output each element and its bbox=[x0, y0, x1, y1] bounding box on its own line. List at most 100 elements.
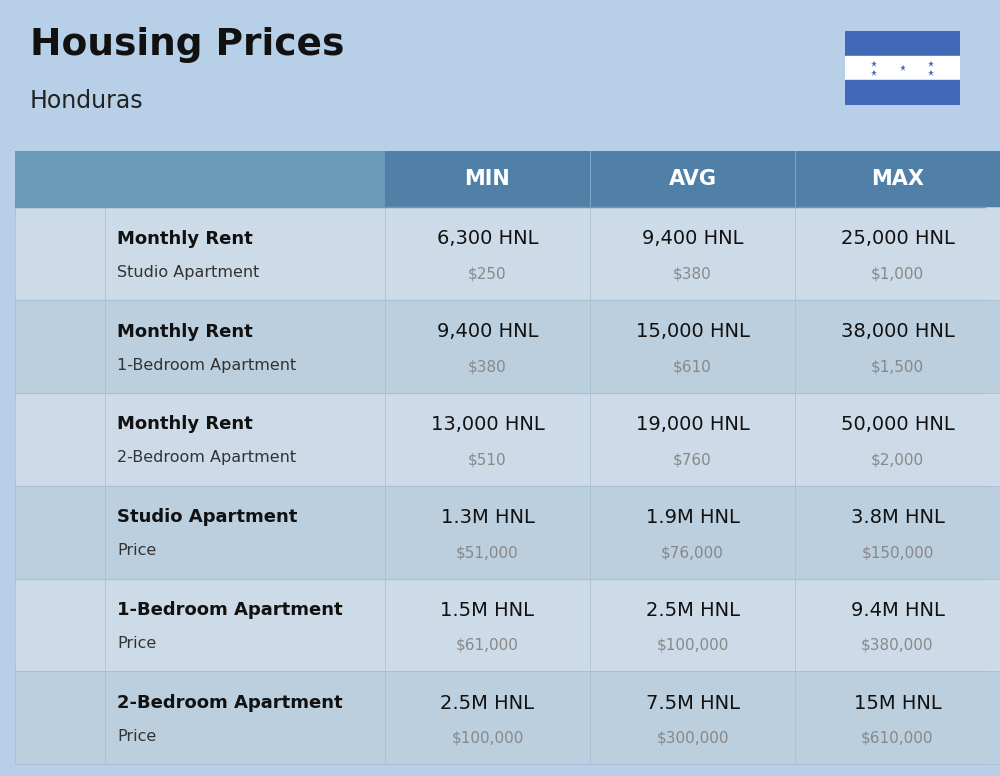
Text: 7.5M HNL: 7.5M HNL bbox=[646, 694, 740, 712]
Text: Honduras: Honduras bbox=[30, 89, 144, 113]
Polygon shape bbox=[50, 701, 70, 711]
Bar bbox=[28, 716, 92, 719]
Text: Monthly Rent: Monthly Rent bbox=[117, 230, 253, 248]
Bar bbox=[53, 361, 63, 371]
Circle shape bbox=[40, 462, 50, 472]
Text: MIN: MIN bbox=[465, 169, 510, 189]
Bar bbox=[80, 267, 88, 274]
Bar bbox=[72, 324, 82, 334]
Text: 9.4M HNL: 9.4M HNL bbox=[851, 601, 944, 620]
Bar bbox=[87, 646, 90, 656]
Bar bbox=[34, 324, 44, 334]
Bar bbox=[26, 283, 94, 288]
Bar bbox=[34, 457, 46, 468]
Bar bbox=[29, 367, 32, 377]
Bar bbox=[72, 341, 82, 352]
Bar bbox=[34, 603, 44, 613]
Bar bbox=[54, 546, 62, 553]
Text: $1,000: $1,000 bbox=[871, 266, 924, 282]
Bar bbox=[31, 513, 39, 520]
Bar bbox=[42, 546, 50, 553]
Bar bbox=[26, 223, 68, 281]
Bar bbox=[70, 255, 77, 262]
Bar bbox=[54, 267, 62, 274]
Text: 38,000 HNL: 38,000 HNL bbox=[841, 322, 954, 341]
Bar bbox=[31, 245, 39, 252]
Bar bbox=[80, 245, 88, 252]
Bar bbox=[42, 513, 50, 520]
Polygon shape bbox=[50, 422, 70, 432]
Bar bbox=[31, 716, 89, 747]
Bar bbox=[31, 438, 89, 468]
Bar bbox=[26, 501, 68, 559]
Text: Studio Apartment: Studio Apartment bbox=[117, 508, 297, 526]
Bar bbox=[26, 746, 94, 752]
Bar bbox=[67, 244, 94, 281]
Bar bbox=[29, 355, 91, 356]
Bar bbox=[53, 341, 63, 352]
Text: Price: Price bbox=[117, 543, 156, 558]
Text: 13,000 HNL: 13,000 HNL bbox=[431, 415, 544, 434]
Circle shape bbox=[63, 462, 73, 472]
Bar bbox=[80, 546, 88, 553]
Bar bbox=[70, 524, 77, 531]
Bar bbox=[29, 596, 91, 653]
Text: $250: $250 bbox=[468, 266, 507, 282]
Bar bbox=[845, 56, 960, 80]
Bar bbox=[80, 524, 88, 531]
Bar bbox=[26, 467, 94, 473]
Bar bbox=[845, 80, 960, 105]
Bar bbox=[80, 255, 88, 262]
Bar bbox=[31, 524, 39, 531]
Text: 50,000 HNL: 50,000 HNL bbox=[841, 415, 954, 434]
Text: Studio Apartment: Studio Apartment bbox=[117, 265, 259, 279]
Bar bbox=[54, 245, 62, 252]
Bar bbox=[34, 620, 44, 631]
Text: $610,000: $610,000 bbox=[861, 731, 934, 746]
Bar bbox=[80, 534, 88, 540]
Bar bbox=[42, 234, 50, 241]
Bar bbox=[34, 721, 46, 733]
Text: MAX: MAX bbox=[871, 169, 924, 189]
Text: $300,000: $300,000 bbox=[656, 731, 729, 746]
Bar bbox=[74, 736, 86, 747]
Bar bbox=[67, 522, 94, 559]
Polygon shape bbox=[29, 409, 91, 438]
Text: Monthly Rent: Monthly Rent bbox=[117, 415, 253, 434]
Bar bbox=[29, 317, 91, 375]
Bar bbox=[54, 426, 66, 432]
Text: $760: $760 bbox=[673, 452, 712, 467]
Bar bbox=[72, 361, 82, 371]
Text: 9,400 HNL: 9,400 HNL bbox=[437, 322, 538, 341]
Text: 2.5M HNL: 2.5M HNL bbox=[440, 694, 534, 712]
Bar bbox=[72, 639, 82, 650]
Bar bbox=[26, 653, 94, 659]
Text: 25,000 HNL: 25,000 HNL bbox=[841, 229, 954, 248]
Bar bbox=[72, 620, 82, 631]
Bar bbox=[42, 256, 50, 263]
Bar bbox=[26, 375, 94, 380]
Bar bbox=[54, 639, 66, 653]
Text: 1.9M HNL: 1.9M HNL bbox=[646, 508, 739, 527]
Text: 15,000 HNL: 15,000 HNL bbox=[636, 322, 749, 341]
Text: $510: $510 bbox=[468, 452, 507, 467]
Text: $610: $610 bbox=[673, 359, 712, 374]
Circle shape bbox=[40, 741, 50, 750]
Bar bbox=[845, 31, 960, 56]
Bar bbox=[54, 705, 66, 711]
Bar bbox=[54, 535, 62, 542]
Bar bbox=[31, 234, 39, 241]
Text: Monthly Rent: Monthly Rent bbox=[117, 323, 253, 341]
Text: 6,300 HNL: 6,300 HNL bbox=[437, 229, 538, 248]
Bar bbox=[34, 361, 44, 371]
Bar bbox=[70, 546, 77, 553]
Polygon shape bbox=[29, 688, 91, 716]
Text: $1,500: $1,500 bbox=[871, 359, 924, 374]
Circle shape bbox=[23, 352, 39, 369]
Bar bbox=[87, 367, 90, 377]
Bar bbox=[29, 633, 91, 635]
Bar bbox=[53, 603, 63, 613]
Bar bbox=[34, 442, 46, 454]
Bar bbox=[53, 639, 63, 650]
Circle shape bbox=[80, 352, 97, 369]
